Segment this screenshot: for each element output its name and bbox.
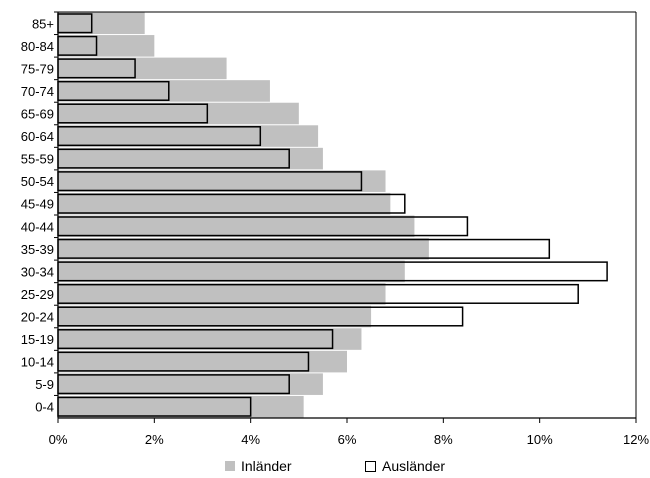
bar-auslaender-70-74	[57, 80, 170, 101]
bar-auslaender-65-69	[57, 103, 209, 124]
bar-inlaender-65-69	[58, 102, 299, 125]
bar-auslaender-20-24	[57, 306, 464, 327]
legend-label-auslaender: Ausländer	[382, 458, 446, 474]
y-tick-label-15-19: 15-19	[21, 332, 54, 347]
bar-auslaender-45-49	[57, 193, 406, 214]
bar-inlaender-45-49	[58, 192, 391, 215]
bar-auslaender-10-14	[57, 351, 310, 372]
y-tick-label-60-64: 60-64	[21, 129, 54, 144]
x-tick-label-0pct: 0%	[49, 432, 68, 447]
bar-auslaender-55-59	[57, 148, 290, 169]
bar-auslaender-80-84	[57, 35, 98, 56]
bar-inlaender-80-84	[58, 35, 155, 57]
bar-auslaender-75-79	[57, 58, 136, 79]
x-tick-label-2pct: 2%	[145, 432, 164, 447]
bar-auslaender-5-9	[57, 374, 290, 395]
y-tick-label-30-34: 30-34	[21, 264, 54, 279]
bar-inlaender-85+	[58, 12, 145, 35]
y-tick-label-0-4: 0-4	[35, 400, 54, 415]
y-tick-label-25-29: 25-29	[21, 287, 54, 302]
y-tick-labels: 85+ 80-84 75-79 70-74 65-69 60-64 55-59 50-54 45…	[21, 16, 54, 414]
legend-item-inlaender: Inländer	[225, 458, 292, 474]
bar-auslaender-30-34	[57, 261, 608, 282]
bar-inlaender-10-14	[58, 350, 347, 373]
x-tick-label-8pct: 8%	[434, 432, 453, 447]
population-pyramid-chart: 85+ 80-84 75-79 70-74 65-69 60-64 55-59 50-54 45…	[21, 11, 650, 447]
x-tick-label-4pct: 4%	[241, 432, 260, 447]
bar-inlaender-0-4	[58, 395, 304, 418]
bar-auslaender-60-64	[57, 126, 262, 147]
y-tick-label-45-49: 45-49	[21, 197, 54, 212]
x-tick-label-12pct: 12%	[623, 432, 649, 447]
bar-auslaender-0-4	[57, 396, 252, 417]
bar-inlaender-30-34	[58, 260, 405, 283]
y-tick-label-35-39: 35-39	[21, 242, 54, 257]
legend-label-inlaender: Inländer	[241, 458, 292, 474]
bar-inlaender-40-44	[58, 215, 415, 238]
y-tick-label-20-24: 20-24	[21, 310, 54, 325]
legend-swatch-auslaender	[365, 460, 376, 472]
legend-item-auslaender: Ausländer	[365, 458, 445, 474]
bar-auslaender-40-44	[57, 216, 469, 237]
bar-inlaender-20-24	[58, 305, 372, 328]
y-tick-label-70-74: 70-74	[21, 84, 54, 99]
y-tick-label-10-14: 10-14	[21, 355, 54, 370]
y-tick-label-50-54: 50-54	[21, 174, 54, 189]
x-tick-labels: 0% 2% 4% 6% 8% 10% 12%	[49, 432, 650, 447]
bar-inlaender-5-9	[58, 373, 323, 395]
y-tick-label-85+: 85+	[32, 16, 54, 31]
inlaender-series	[58, 12, 429, 418]
bar-inlaender-25-29	[58, 283, 386, 305]
bar-inlaender-35-39	[58, 238, 429, 260]
y-tick-label-40-44: 40-44	[21, 219, 54, 234]
bar-auslaender-35-39	[57, 238, 551, 259]
y-tick-label-75-79: 75-79	[21, 61, 54, 76]
y-tick-label-65-69: 65-69	[21, 107, 54, 122]
x-tick-label-10pct: 10%	[527, 432, 553, 447]
bar-inlaender-70-74	[58, 80, 270, 102]
bar-inlaender-55-59	[58, 147, 323, 170]
x-tick-label-6pct: 6%	[338, 432, 357, 447]
bar-inlaender-15-19	[58, 328, 362, 350]
axes	[54, 11, 637, 423]
bar-inlaender-50-54	[58, 170, 386, 192]
legend: Inländer Ausländer	[0, 456, 650, 478]
bar-auslaender-50-54	[57, 171, 363, 192]
y-tick-label-80-84: 80-84	[21, 39, 54, 54]
bar-auslaender-15-19	[57, 329, 334, 350]
bar-inlaender-60-64	[58, 125, 319, 147]
bar-inlaender-75-79	[58, 57, 227, 80]
bar-auslaender-85+	[57, 13, 93, 34]
legend-swatch-inlaender	[225, 461, 235, 471]
y-tick-label-5-9: 5-9	[35, 377, 54, 392]
bar-auslaender-25-29	[57, 283, 579, 304]
y-tick-label-55-59: 55-59	[21, 152, 54, 167]
